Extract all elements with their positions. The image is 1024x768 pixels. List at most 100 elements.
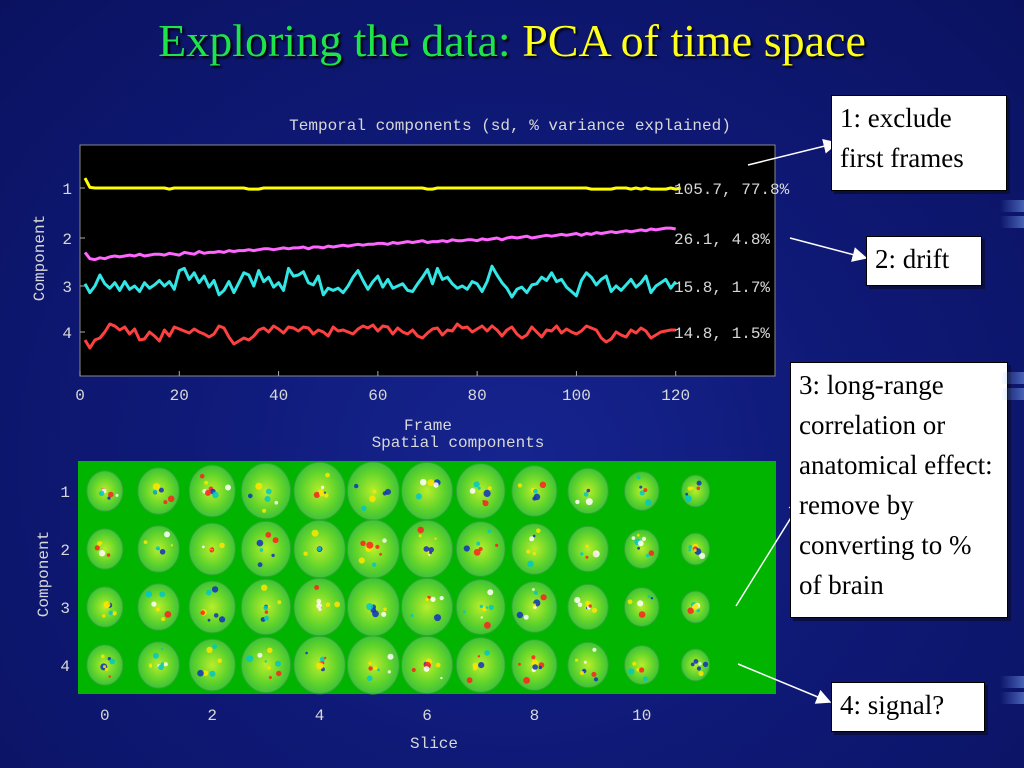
brain-activation-blob bbox=[480, 616, 483, 619]
brain-activation-blob bbox=[267, 647, 273, 653]
brain-activation-blob bbox=[262, 508, 267, 513]
callout-arrow-4 bbox=[737, 663, 832, 704]
brain-activation-blob bbox=[482, 606, 487, 612]
brain-activation-blob bbox=[209, 549, 213, 553]
spatial-ylabel: Component bbox=[35, 531, 53, 617]
brain-activation-blob bbox=[439, 596, 444, 601]
brain-activation-blob bbox=[264, 610, 269, 614]
brain-activation-blob bbox=[100, 654, 105, 659]
callout-exclude-first-frames: 1: exclude first frames bbox=[831, 95, 1007, 191]
brain-activation-blob bbox=[246, 655, 254, 663]
brain-slice-c2-s9 bbox=[567, 525, 609, 573]
brain-activation-blob bbox=[580, 552, 584, 556]
brain-activation-blob bbox=[646, 553, 650, 558]
brain-activation-blob bbox=[698, 662, 702, 666]
brain-activation-blob bbox=[248, 493, 253, 499]
brain-activation-blob bbox=[488, 604, 494, 611]
brain-activation-blob bbox=[585, 600, 591, 606]
brain-activation-blob bbox=[533, 488, 538, 494]
brain-activation-blob bbox=[366, 541, 374, 549]
brain-activation-blob bbox=[164, 531, 170, 538]
brain-activation-blob bbox=[106, 553, 111, 557]
brain-activation-blob bbox=[531, 655, 536, 660]
brain-slice-c3-s10 bbox=[623, 587, 660, 627]
brain-activation-blob bbox=[219, 542, 225, 549]
brain-activation-blob bbox=[373, 666, 378, 670]
slide-title: Exploring the data: PCA of time space bbox=[0, 14, 1024, 68]
brain-activation-blob bbox=[638, 611, 646, 618]
temporal-series-2-annotation: 26.1, 4.8% bbox=[674, 231, 770, 249]
brain-activation-blob bbox=[206, 646, 213, 654]
brain-activation-blob bbox=[268, 605, 271, 608]
spatial-xtick-label: 2 bbox=[207, 707, 217, 725]
callout-drift: 2: drift bbox=[866, 236, 982, 286]
brain-slice-c4-s5 bbox=[346, 635, 400, 695]
brain-activation-blob bbox=[643, 488, 648, 493]
brain-slice-c4-s3 bbox=[240, 636, 292, 694]
brain-activation-blob bbox=[637, 540, 644, 547]
brain-activation-blob bbox=[485, 606, 489, 609]
brain-activation-blob bbox=[369, 495, 376, 503]
brain-activation-blob bbox=[430, 596, 436, 602]
brain-activation-blob bbox=[372, 562, 377, 567]
brain-activation-blob bbox=[434, 614, 441, 622]
brain-activation-blob bbox=[648, 550, 655, 556]
temporal-ytick-label: 3 bbox=[62, 279, 72, 297]
brain-activation-blob bbox=[115, 493, 119, 497]
brain-activation-blob bbox=[696, 666, 702, 671]
brain-activation-blob bbox=[197, 669, 204, 677]
brain-activation-blob bbox=[319, 656, 326, 662]
brain-activation-blob bbox=[265, 488, 272, 495]
brain-activation-blob bbox=[313, 491, 320, 498]
brain-activation-blob bbox=[586, 488, 591, 493]
brain-activation-blob bbox=[585, 498, 593, 506]
brain-activation-blob bbox=[702, 661, 709, 668]
brain-activation-blob bbox=[205, 589, 212, 596]
brain-activation-blob bbox=[159, 549, 166, 555]
decorative-stripe bbox=[1000, 216, 1024, 228]
brain-activation-blob bbox=[98, 490, 105, 497]
brain-activation-blob bbox=[264, 615, 269, 621]
spatial-xtick-label: 10 bbox=[632, 707, 651, 725]
brain-activation-blob bbox=[529, 536, 535, 542]
brain-activation-blob bbox=[167, 495, 175, 503]
brain-activation-blob bbox=[580, 671, 584, 675]
brain-activation-blob bbox=[592, 647, 597, 652]
brain-activation-blob bbox=[435, 662, 441, 668]
brain-activation-blob bbox=[478, 547, 483, 551]
brain-activation-blob bbox=[268, 676, 272, 679]
brain-activation-blob bbox=[487, 486, 492, 491]
brain-activation-blob bbox=[277, 600, 282, 605]
brain-activation-blob bbox=[484, 621, 491, 629]
brain-activation-blob bbox=[213, 613, 219, 618]
brain-activation-blob bbox=[690, 486, 694, 490]
brain-activation-blob bbox=[636, 533, 640, 537]
brain-activation-blob bbox=[687, 607, 694, 614]
brain-activation-blob bbox=[466, 677, 473, 684]
brain-activation-blob bbox=[523, 614, 529, 620]
brain-activation-blob bbox=[690, 662, 695, 667]
callout-long-range-correlation: 3: long-range correlation or anatomical … bbox=[790, 362, 1008, 618]
brain-activation-blob bbox=[532, 603, 537, 607]
brain-activation-blob bbox=[423, 666, 430, 672]
brain-activation-blob bbox=[699, 552, 706, 560]
brain-activation-blob bbox=[321, 485, 325, 489]
brain-slice-c4-s9 bbox=[567, 641, 609, 689]
brain-activation-blob bbox=[627, 599, 633, 605]
brain-activation-blob bbox=[591, 607, 598, 613]
brain-activation-blob bbox=[429, 551, 432, 555]
brain-activation-blob bbox=[440, 676, 443, 680]
brain-activation-blob bbox=[325, 472, 330, 478]
brain-activation-blob bbox=[387, 653, 394, 660]
brain-slice-c1-s1 bbox=[137, 467, 180, 515]
brain-activation-blob bbox=[462, 610, 466, 614]
brain-activation-blob bbox=[593, 677, 599, 682]
spatial-ytick-label: 3 bbox=[60, 600, 70, 618]
brain-activation-blob bbox=[685, 492, 689, 496]
brain-slice-c1-s11 bbox=[680, 474, 711, 508]
callout-arrow-1 bbox=[747, 138, 839, 166]
brain-activation-blob bbox=[585, 555, 589, 559]
brain-activation-blob bbox=[225, 484, 231, 491]
brain-activation-blob bbox=[158, 664, 164, 671]
